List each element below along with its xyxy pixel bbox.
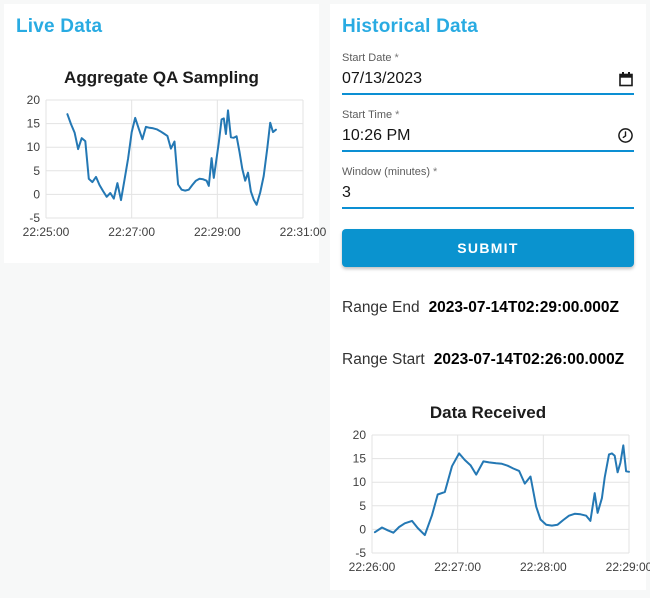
range-start-value: 2023-07-14T02:26:00.000Z	[433, 351, 625, 368]
live-chart-canvas: 20 15 10 5 0 -5 22:25:00 22:27:00 22:29:00 22:31:…	[16, 93, 327, 244]
range-start-row: Range Start 2023-07-14T02:26:00.000Z	[342, 351, 634, 369]
start-time-input[interactable]: 10:26 PM	[342, 126, 411, 144]
svg-text:22:25:00: 22:25:00	[23, 225, 70, 239]
range-end-value: 2023-07-14T02:29:00.000Z	[428, 299, 619, 316]
submit-button[interactable]: SUBMIT	[342, 229, 634, 267]
svg-text:22:29:00: 22:29:00	[194, 225, 241, 239]
svg-text:22:27:00: 22:27:00	[434, 560, 481, 574]
svg-text:15: 15	[27, 117, 41, 131]
historical-data-title: Historical Data	[342, 16, 479, 37]
range-start-label: Range Start	[342, 351, 425, 368]
svg-text:5: 5	[33, 164, 40, 178]
live-data-panel: Live Data Aggregate QA Sampling 20 15 10 5 0…	[4, 4, 327, 263]
calendar-icon[interactable]	[618, 71, 634, 87]
svg-text:22:31:00: 22:31:00	[280, 225, 327, 239]
svg-text:22:28:00: 22:28:00	[520, 560, 567, 574]
svg-text:5: 5	[359, 499, 366, 513]
svg-text:10: 10	[27, 140, 41, 154]
start-date-field[interactable]: Start Date * 07/13/2023	[342, 52, 634, 95]
window-minutes-label: Window (minutes) *	[342, 166, 438, 178]
svg-text:15: 15	[353, 452, 367, 466]
clock-icon[interactable]	[617, 127, 634, 144]
svg-text:20: 20	[27, 93, 41, 107]
live-data-title: Live Data	[16, 16, 103, 37]
start-date-input[interactable]: 07/13/2023	[342, 69, 423, 87]
svg-text:-5: -5	[355, 546, 366, 560]
svg-text:22:29:00: 22:29:00	[606, 560, 650, 574]
svg-text:0: 0	[359, 522, 366, 536]
range-end-row: Range End 2023-07-14T02:29:00.000Z	[342, 299, 634, 317]
live-chart-title: Aggregate QA Sampling	[64, 68, 259, 87]
svg-text:10: 10	[353, 475, 367, 489]
start-time-label: Start Time *	[342, 109, 400, 121]
svg-text:20: 20	[353, 428, 367, 442]
window-minutes-input[interactable]: 3	[342, 183, 351, 201]
window-minutes-field[interactable]: Window (minutes) * 3	[342, 166, 634, 209]
svg-text:0: 0	[33, 187, 40, 201]
start-time-field[interactable]: Start Time * 10:26 PM	[342, 109, 634, 152]
range-end-label: Range End	[342, 299, 420, 316]
historical-data-panel: Historical Data Start Date * 07/13/2023 S…	[330, 4, 650, 590]
svg-text:22:27:00: 22:27:00	[108, 225, 155, 239]
svg-text:-5: -5	[29, 211, 40, 225]
historical-chart-canvas: 20 15 10 5 0 -5 22:26:00 22:27:00 22:28:00 22:29:…	[342, 428, 650, 579]
historical-chart-title: Data Received	[429, 403, 547, 422]
svg-text:22:26:00: 22:26:00	[349, 560, 396, 574]
start-date-label: Start Date *	[342, 52, 399, 64]
